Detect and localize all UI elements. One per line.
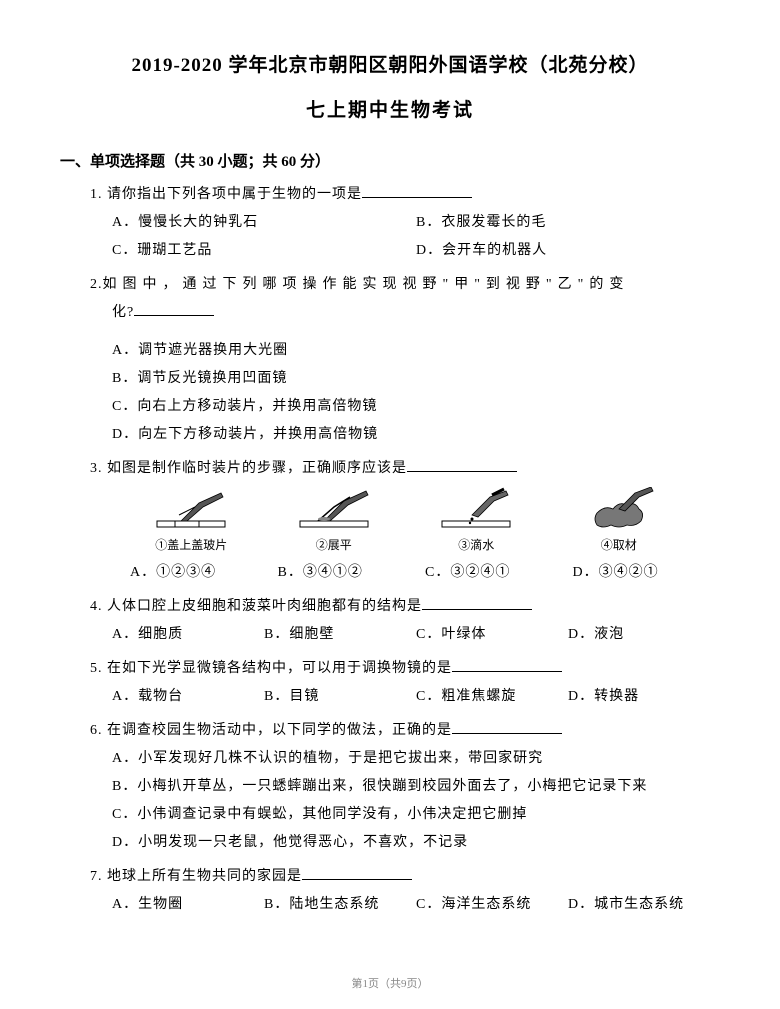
section-header: 一、单项选择题（共 30 小题；共 60 分）	[60, 150, 720, 171]
q2-text-b: 化?	[112, 305, 134, 320]
blank	[452, 720, 562, 734]
spacer	[90, 327, 720, 337]
step-3-label: ③滴水	[421, 533, 531, 557]
title-sub: 七上期中生物考试	[60, 95, 720, 122]
q4-opt-d: D．液泡	[568, 621, 720, 649]
step-1: ①盖上盖玻片	[136, 487, 246, 557]
q7-opt-d: D．城市生态系统	[568, 891, 720, 919]
q3-steps: ①盖上盖玻片 ②展平	[90, 483, 720, 559]
blank	[302, 866, 412, 880]
q7-num: 7.	[90, 869, 103, 884]
question-6: 6. 在调查校园生物活动中，以下同学的做法，正确的是 A．小军发现好几株不认识的…	[90, 717, 720, 857]
q5-stem: 5. 在如下光学显微镜各结构中，可以用于调换物镜的是	[90, 655, 720, 683]
q3-num: 3.	[90, 461, 103, 476]
blank	[134, 302, 214, 316]
q6-text: 在调查校园生物活动中，以下同学的做法，正确的是	[107, 723, 452, 738]
step-1-icon	[136, 487, 246, 531]
q2-opt-d: D．向左下方移动装片，并换用高倍物镜	[112, 421, 720, 449]
q6-opt-b: B．小梅扒开草丛，一只蟋蟀蹦出来，很快蹦到校园外面去了，小梅把它记录下来	[112, 773, 720, 801]
q5-opt-a: A．载物台	[112, 683, 264, 711]
q7-opt-b: B．陆地生态系统	[264, 891, 416, 919]
q1-opt-a: A．慢慢长大的钟乳石	[112, 209, 416, 237]
step-2-label: ②展平	[279, 533, 389, 557]
q6-num: 6.	[90, 723, 103, 738]
blank	[362, 184, 472, 198]
q5-num: 5.	[90, 661, 103, 676]
q6-opt-c: C．小伟调查记录中有蜈蚣，其他同学没有，小伟决定把它删掉	[112, 801, 720, 829]
page-footer: 第1页（共9页）	[0, 975, 780, 991]
step-1-label: ①盖上盖玻片	[136, 533, 246, 557]
question-3: 3. 如图是制作临时装片的步骤，正确顺序应该是 ①盖上盖玻片	[90, 455, 720, 587]
q5-text: 在如下光学显微镜各结构中，可以用于调换物镜的是	[107, 661, 452, 676]
q6-opt-a: A．小军发现好几株不认识的植物，于是把它拔出来，带回家研究	[112, 745, 720, 773]
q4-opt-b: B．细胞壁	[264, 621, 416, 649]
q1-opt-b: B．衣服发霉长的毛	[416, 209, 720, 237]
step-3-icon	[421, 487, 531, 531]
title-main: 2019-2020 学年北京市朝阳区朝阳外国语学校（北苑分校）	[60, 50, 720, 77]
q6-stem: 6. 在调查校园生物活动中，以下同学的做法，正确的是	[90, 717, 720, 745]
q7-opt-a: A．生物圈	[112, 891, 264, 919]
q3-opt-c: C．③②④①	[425, 559, 573, 587]
q1-opt-d: D．会开车的机器人	[416, 237, 720, 265]
step-2: ②展平	[279, 487, 389, 557]
q4-opt-c: C．叶绿体	[416, 621, 568, 649]
q4-options: A．细胞质 B．细胞壁 C．叶绿体 D．液泡	[90, 621, 720, 649]
q2-stem-b: 化?	[90, 299, 720, 327]
q2-num: 2.	[90, 277, 103, 292]
q7-text: 地球上所有生物共同的家园是	[107, 869, 302, 884]
q1-options: A．慢慢长大的钟乳石 B．衣服发霉长的毛 C．珊瑚工艺品 D．会开车的机器人	[90, 209, 720, 265]
q5-opt-d: D．转换器	[568, 683, 720, 711]
q2-opt-c: C．向右上方移动装片，并换用高倍物镜	[112, 393, 720, 421]
q2-options: A．调节遮光器换用大光圈 B．调节反光镜换用凹面镜 C．向右上方移动装片，并换用…	[90, 337, 720, 449]
q5-opt-b: B．目镜	[264, 683, 416, 711]
q6-options: A．小军发现好几株不认识的植物，于是把它拔出来，带回家研究 B．小梅扒开草丛，一…	[90, 745, 720, 857]
question-2: 2.如图中，通过下列哪项操作能实现视野"甲"到视野"乙"的变 化? A．调节遮光…	[90, 271, 720, 449]
q4-opt-a: A．细胞质	[112, 621, 264, 649]
q2-opt-b: B．调节反光镜换用凹面镜	[112, 365, 720, 393]
question-7: 7. 地球上所有生物共同的家园是 A．生物圈 B．陆地生态系统 C．海洋生态系统…	[90, 863, 720, 919]
q1-stem: 1. 请你指出下列各项中属于生物的一项是	[90, 181, 720, 209]
q6-opt-d: D．小明发现一只老鼠，他觉得恶心，不喜欢，不记录	[112, 829, 720, 857]
step-4-label: ④取材	[564, 533, 674, 557]
question-4: 4. 人体口腔上皮细胞和菠菜叶肉细胞都有的结构是 A．细胞质 B．细胞壁 C．叶…	[90, 593, 720, 649]
q1-opt-c: C．珊瑚工艺品	[112, 237, 416, 265]
q4-num: 4.	[90, 599, 103, 614]
question-1: 1. 请你指出下列各项中属于生物的一项是 A．慢慢长大的钟乳石 B．衣服发霉长的…	[90, 181, 720, 265]
q3-options: A．①②③④ B．③④①② C．③②④① D．③④②①	[90, 559, 720, 587]
blank	[407, 458, 517, 472]
q3-opt-d: D．③④②①	[573, 559, 721, 587]
q2-stem: 2.如图中，通过下列哪项操作能实现视野"甲"到视野"乙"的变	[90, 271, 720, 299]
q2-opt-a: A．调节遮光器换用大光圈	[112, 337, 720, 365]
q4-stem: 4. 人体口腔上皮细胞和菠菜叶肉细胞都有的结构是	[90, 593, 720, 621]
q1-num: 1.	[90, 187, 103, 202]
q7-opt-c: C．海洋生态系统	[416, 891, 568, 919]
q5-options: A．载物台 B．目镜 C．粗准焦螺旋 D．转换器	[90, 683, 720, 711]
step-2-icon	[279, 487, 389, 531]
q3-opt-a: A．①②③④	[130, 559, 278, 587]
q4-text: 人体口腔上皮细胞和菠菜叶肉细胞都有的结构是	[107, 599, 422, 614]
q3-text: 如图是制作临时装片的步骤，正确顺序应该是	[107, 461, 407, 476]
q2-text-a: 如图中，通过下列哪项操作能实现视野"甲"到视野"乙"的变	[103, 277, 630, 292]
q5-opt-c: C．粗准焦螺旋	[416, 683, 568, 711]
q3-opt-b: B．③④①②	[278, 559, 426, 587]
blank	[422, 596, 532, 610]
q7-options: A．生物圈 B．陆地生态系统 C．海洋生态系统 D．城市生态系统	[90, 891, 720, 919]
step-3: ③滴水	[421, 487, 531, 557]
q3-stem: 3. 如图是制作临时装片的步骤，正确顺序应该是	[90, 455, 720, 483]
question-5: 5. 在如下光学显微镜各结构中，可以用于调换物镜的是 A．载物台 B．目镜 C．…	[90, 655, 720, 711]
blank	[452, 658, 562, 672]
q7-stem: 7. 地球上所有生物共同的家园是	[90, 863, 720, 891]
step-4-icon	[564, 487, 674, 531]
step-4: ④取材	[564, 487, 674, 557]
q1-text: 请你指出下列各项中属于生物的一项是	[107, 187, 362, 202]
